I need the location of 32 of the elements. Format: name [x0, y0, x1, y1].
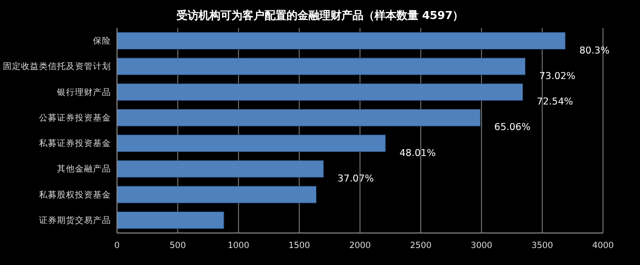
bar	[116, 211, 224, 229]
bar	[116, 83, 524, 101]
annotation: 80.3%	[579, 45, 610, 56]
y-tick-label: 其他金融产品	[57, 164, 111, 175]
annotation: 65.06%	[494, 122, 531, 134]
y-tick-label: 保险	[93, 36, 111, 47]
bar	[116, 160, 324, 178]
x-tick-label: 2500	[410, 241, 432, 252]
annotation: 72.54%	[536, 96, 574, 108]
annotation: 73.02%	[539, 70, 576, 82]
annotation: 37.07%	[338, 173, 374, 184]
annotation: 48.01%	[400, 148, 436, 159]
x-tick-label: 2000	[349, 241, 371, 252]
bar	[116, 108, 481, 126]
bar	[116, 186, 317, 204]
y-tick-label: 私募股权投资基金	[39, 189, 111, 200]
bar	[116, 32, 566, 50]
bar	[116, 134, 386, 152]
y-tick-label: 证券期货交易产品	[39, 214, 111, 226]
x-tick-label: 0	[114, 241, 120, 252]
bar	[116, 58, 526, 76]
x-tick-label: 1500	[288, 241, 310, 252]
y-tick-label: 固定收益类信托及资管计划	[3, 61, 111, 72]
x-tick-label: 3500	[531, 241, 554, 252]
y-tick-label: 银行理财产品	[56, 86, 111, 98]
chart-title: 受访机构可为客户配置的金融理财产品（样本数量 4597）	[175, 9, 464, 22]
x-tick-label: 500	[170, 241, 186, 252]
x-tick-label: 4000	[592, 241, 614, 252]
y-tick-label: 公募证券投资基金	[39, 112, 111, 124]
y-tick-label: 私募证券投资基金	[39, 138, 111, 150]
x-tick-label: 3000	[470, 241, 492, 252]
x-tick-label: 1000	[228, 241, 250, 252]
